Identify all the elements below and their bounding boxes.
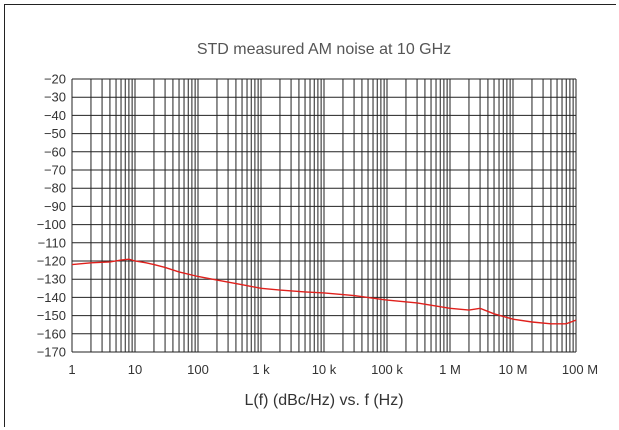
x-tick-label: 1 k <box>252 362 270 377</box>
y-tick-label: −90 <box>44 199 66 214</box>
x-tick-label: 100 <box>187 362 209 377</box>
x-tick-label: 1 M <box>439 362 461 377</box>
y-tick-label: −140 <box>37 290 66 305</box>
y-tick-label: −130 <box>37 272 66 287</box>
x-axis-label: L(f) (dBc/Hz) vs. f (Hz) <box>244 392 403 409</box>
y-tick-label: −120 <box>37 254 66 269</box>
x-tick-label: 1 <box>68 362 75 377</box>
y-tick-label: −60 <box>44 144 66 159</box>
y-tick-label: −170 <box>37 345 66 360</box>
grid <box>71 78 577 353</box>
chart-frame <box>4 4 616 427</box>
chart-title: STD measured AM noise at 10 GHz <box>197 41 451 58</box>
y-tick-label: −20 <box>44 72 66 87</box>
x-tick-label: 10 M <box>499 362 528 377</box>
y-tick-label: −100 <box>37 217 66 232</box>
y-tick-label: −70 <box>44 163 66 178</box>
x-tick-label: 10 k <box>312 362 337 377</box>
x-tick-label: 100 k <box>371 362 403 377</box>
y-tick-label: −150 <box>37 308 66 323</box>
y-tick-label: −40 <box>44 108 66 123</box>
x-tick-label: 100 M <box>562 362 598 377</box>
y-tick-label: −160 <box>37 326 66 341</box>
y-tick-labels: −20 −30 −40 −50 −60 −70 −80 −90 −100 −110 −120 −130… <box>37 72 66 360</box>
y-tick-label: −110 <box>38 235 66 250</box>
x-tick-label: 10 <box>128 362 142 377</box>
y-tick-label: −80 <box>44 181 66 196</box>
x-tick-labels: 1 10 100 1 k 10 k 100 k 1 M 10 M 100 M <box>68 362 598 377</box>
y-tick-label: −50 <box>44 126 66 141</box>
y-tick-label: −30 <box>44 90 66 105</box>
series-line <box>71 258 577 325</box>
